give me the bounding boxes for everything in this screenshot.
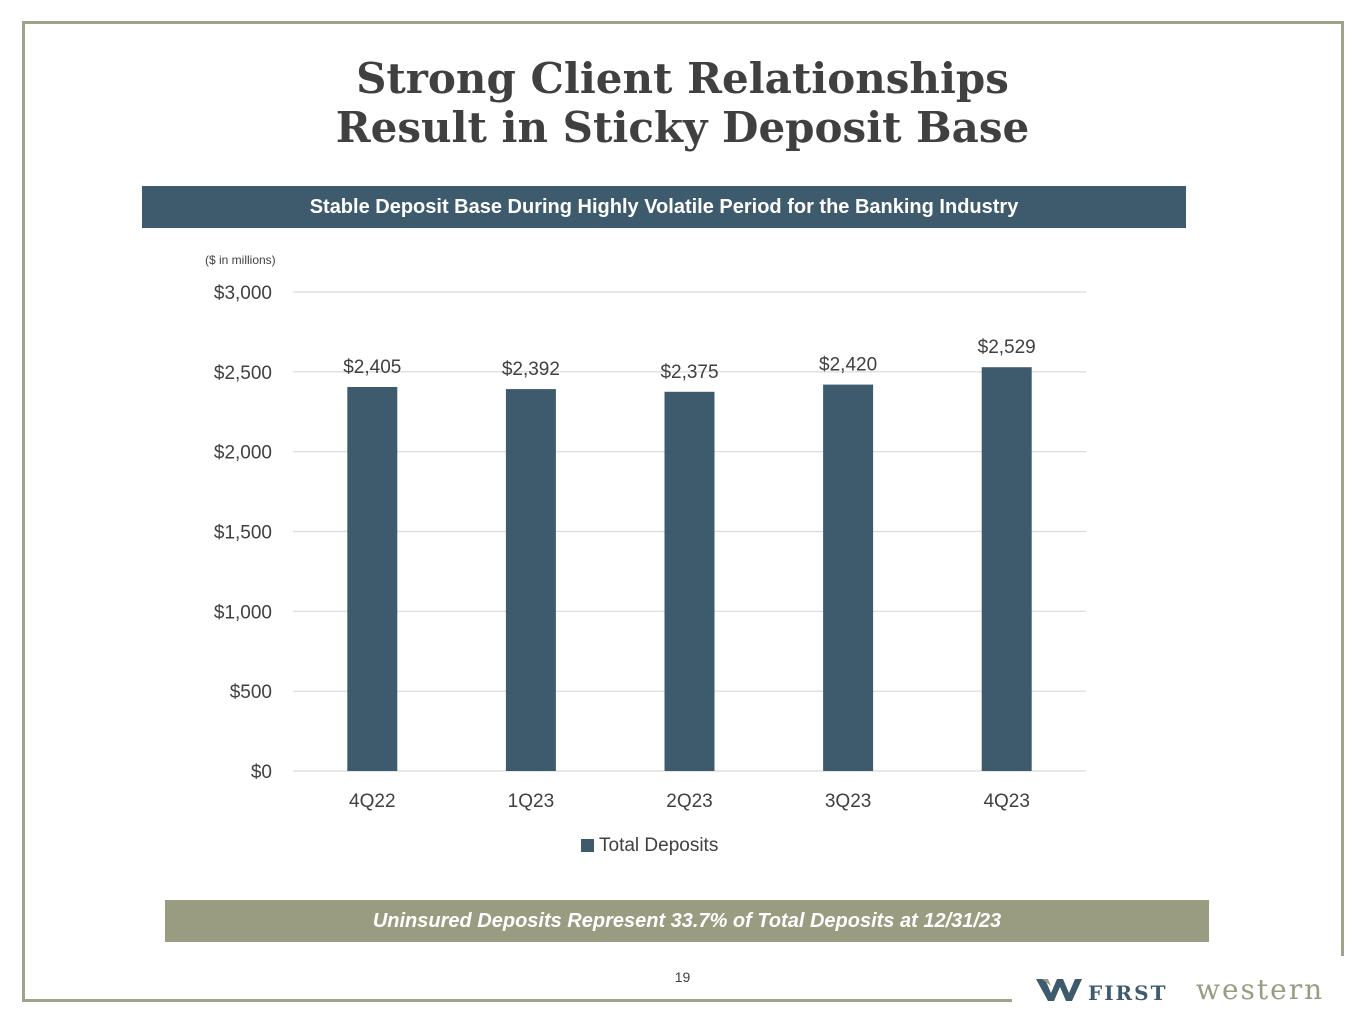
x-tick-label-4Q23: 4Q23 [983, 791, 1029, 812]
y-tick-label: $1,500 [214, 523, 272, 544]
unit-note: ($ in millions) [205, 253, 276, 267]
y-tick-label: $500 [230, 682, 272, 703]
x-tick-label-1Q23: 1Q23 [508, 791, 554, 812]
frame-top-border [22, 21, 1344, 24]
header-banner: Stable Deposit Base During Highly Volati… [142, 186, 1186, 228]
bar-1Q23 [505, 389, 556, 771]
frame-bottom-border [22, 999, 1012, 1002]
data-label-2Q23: $2,375 [660, 362, 718, 383]
bar-2Q23 [664, 391, 715, 771]
title-line-1: Strong Client Relationships [356, 54, 1009, 103]
slide-title: Strong Client Relationships Result in St… [0, 54, 1365, 152]
data-label-4Q23: $2,529 [978, 337, 1036, 358]
x-tick-label-3Q23: 3Q23 [825, 791, 871, 812]
y-tick-label: $0 [251, 762, 272, 783]
legend-label: Total Deposits [599, 835, 718, 856]
legend-swatch [581, 839, 594, 852]
bar-4Q23 [981, 367, 1032, 771]
footer-banner-text: Uninsured Deposits Represent 33.7% of To… [372, 909, 1002, 932]
bar-4Q22 [347, 387, 398, 771]
logo-first-text: FIRST [1088, 981, 1168, 1005]
bar-3Q23 [823, 384, 874, 771]
data-label-4Q22: $2,405 [343, 357, 401, 378]
y-tick-label: $2,000 [214, 443, 272, 464]
header-banner-text: Stable Deposit Base During Highly Volati… [309, 195, 1019, 218]
x-tick-label-2Q23: 2Q23 [666, 791, 712, 812]
title-line-2: Result in Sticky Deposit Base [335, 103, 1030, 152]
x-tick-label-4Q22: 4Q22 [349, 791, 395, 812]
company-logo: FIRST western [1036, 973, 1346, 1007]
frame-right-border [1341, 21, 1344, 956]
data-label-1Q23: $2,392 [502, 359, 560, 380]
data-label-3Q23: $2,420 [819, 355, 877, 376]
page-number: 19 [674, 969, 691, 985]
footer-banner: Uninsured Deposits Represent 33.7% of To… [165, 900, 1209, 942]
y-tick-label: $1,000 [214, 602, 272, 623]
frame-left-border [22, 21, 25, 1002]
logo-western-text: western [1196, 973, 1325, 1006]
y-tick-label: $3,000 [214, 283, 272, 304]
y-tick-label: $2,500 [214, 363, 272, 384]
logo-w-icon [1036, 979, 1082, 1001]
